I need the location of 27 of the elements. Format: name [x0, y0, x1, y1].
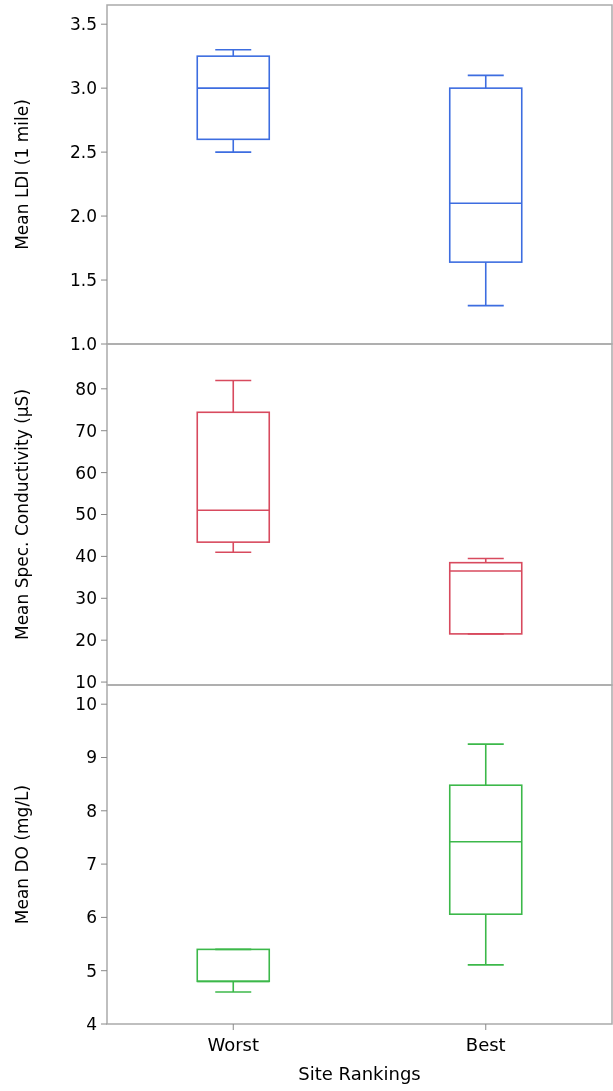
- y-axis-title: Mean DO (mg/L): [12, 784, 32, 925]
- x-axis-title: Site Rankings: [298, 1063, 421, 1084]
- y-tick-label: 1.0: [69, 333, 97, 354]
- y-tick-label: 10: [75, 694, 97, 715]
- y-tick-label: 4: [86, 1013, 97, 1034]
- y-tick-label: 20: [75, 630, 97, 651]
- y-tick-label: 9: [86, 747, 97, 768]
- y-tick-label: 2.5: [69, 142, 97, 163]
- y-tick-label: 3.0: [69, 78, 97, 99]
- y-tick-label: 80: [75, 378, 97, 399]
- y-tick-label: 1.5: [69, 269, 97, 290]
- y-tick-label: 7: [86, 854, 97, 875]
- y-tick-label: 60: [75, 462, 97, 483]
- y-tick-label: 30: [75, 588, 97, 609]
- x-tick-label: Best: [465, 1034, 506, 1055]
- y-tick-label: 50: [75, 504, 97, 525]
- y-tick-label: 70: [75, 420, 97, 441]
- y-tick-label: 5: [86, 960, 97, 981]
- y-tick-label: 3.5: [69, 14, 97, 35]
- x-tick-label: Worst: [207, 1034, 260, 1055]
- y-tick-label: 10: [75, 672, 97, 693]
- y-tick-label: 2.0: [69, 206, 97, 227]
- y-tick-label: 40: [75, 546, 97, 567]
- y-axis-title: Mean LDI (1 mile): [12, 99, 32, 250]
- y-tick-label: 6: [86, 907, 97, 928]
- y-tick-label: 8: [86, 800, 97, 821]
- y-axis-title: Mean Spec. Conductivity (µS): [12, 388, 32, 641]
